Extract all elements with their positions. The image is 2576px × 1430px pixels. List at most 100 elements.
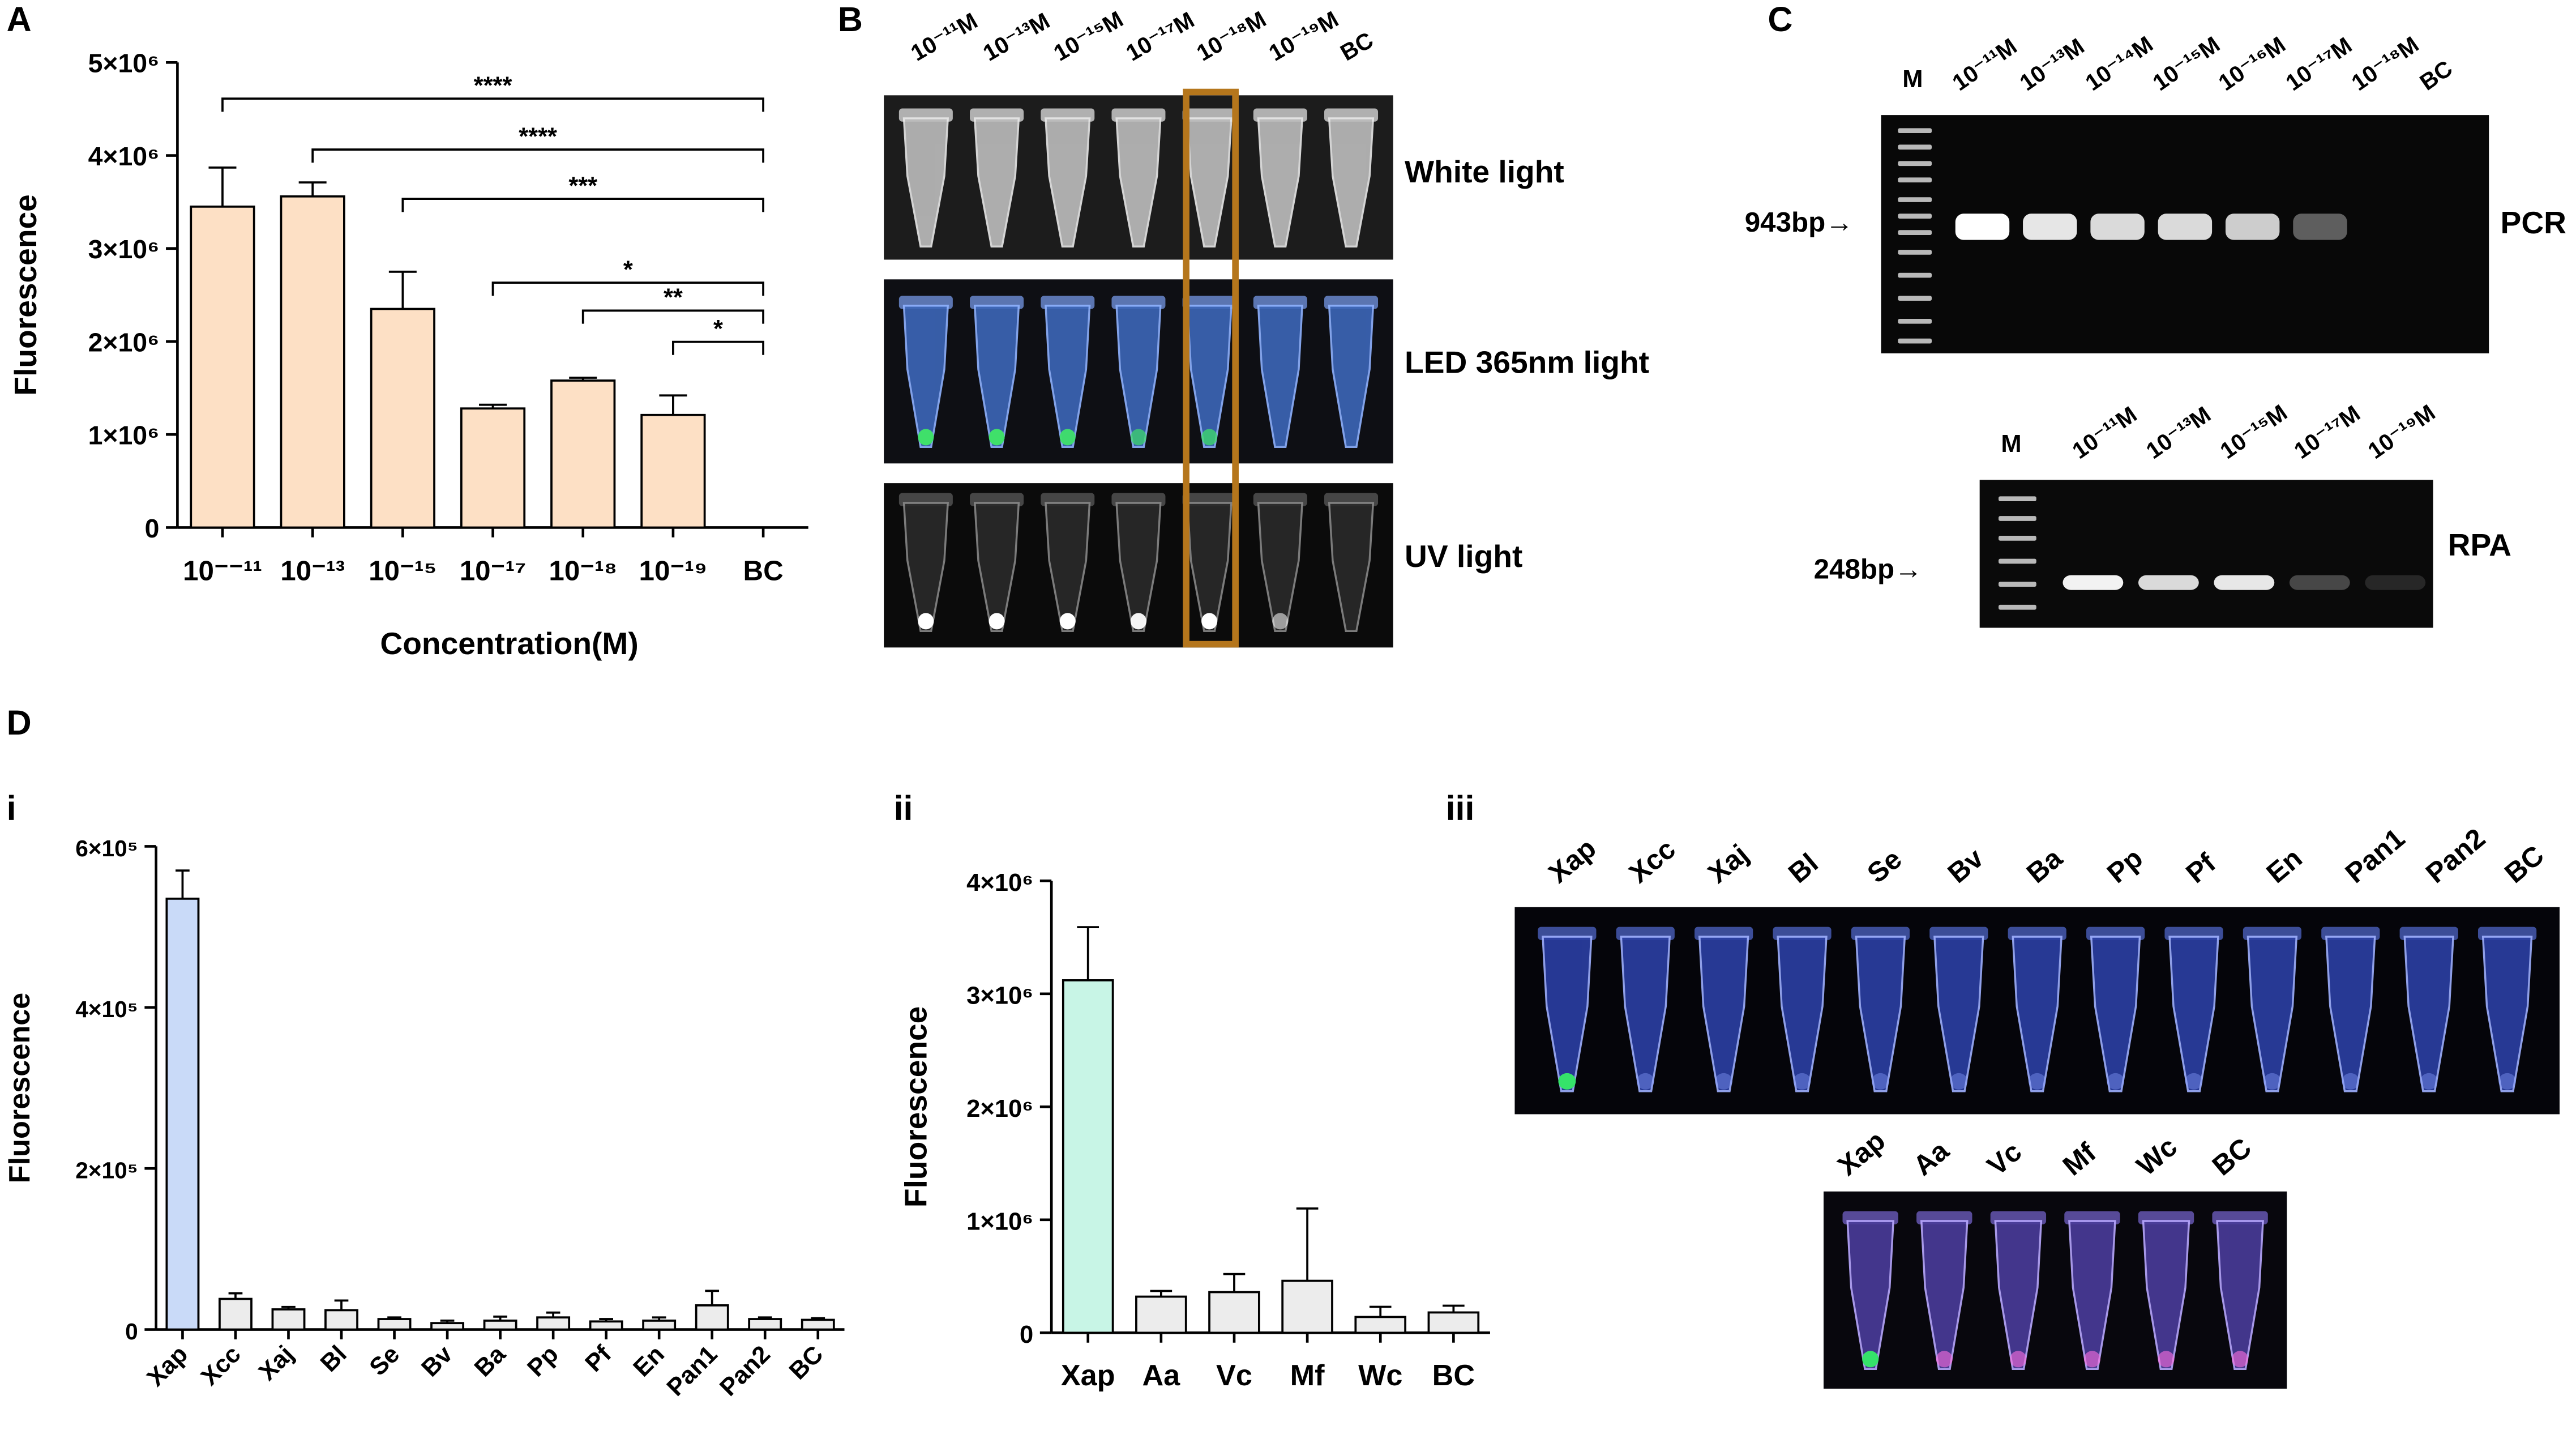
x-tick-label: Vc bbox=[1216, 1359, 1252, 1392]
panel-label-iii: iii bbox=[1445, 790, 1475, 829]
y-axis-label: Fluorescence bbox=[898, 1006, 934, 1207]
ladder-band bbox=[1999, 516, 2036, 521]
lane-label: 10⁻¹⁸M bbox=[2346, 31, 2424, 96]
tube bbox=[2142, 1220, 2190, 1370]
tube-signal bbox=[2107, 1073, 2125, 1090]
tube bbox=[1855, 936, 1906, 1092]
bar bbox=[642, 1320, 677, 1331]
y-tick-label: 5×10⁶ bbox=[88, 49, 160, 78]
tube bbox=[2012, 936, 2062, 1092]
significance-bracket bbox=[401, 198, 764, 212]
bar bbox=[483, 1320, 517, 1331]
sample-label: Pan1 bbox=[2339, 822, 2411, 890]
lane-label: 10⁻¹⁵M bbox=[2146, 31, 2224, 96]
sample-label: Pp bbox=[2100, 842, 2149, 890]
tube-strip bbox=[898, 108, 1379, 248]
sample-label: Wc bbox=[2131, 1131, 2184, 1183]
dna-band bbox=[2225, 214, 2280, 240]
significance-label: **** bbox=[519, 123, 557, 150]
bar bbox=[640, 413, 706, 529]
marker-label: M bbox=[2001, 430, 2022, 459]
ladder-band bbox=[1898, 197, 1932, 202]
row-label-uv-light: UV light bbox=[1405, 540, 1523, 575]
ladder-band bbox=[1898, 177, 1932, 183]
tube bbox=[1328, 117, 1375, 248]
y-tick-label: 2×10⁶ bbox=[966, 1095, 1033, 1122]
x-tick-label: 10⁻⁻¹¹ bbox=[183, 555, 262, 586]
sample-label: Bv bbox=[1941, 842, 1989, 890]
sample-label: Aa bbox=[1906, 1135, 1954, 1183]
tube bbox=[1933, 936, 1984, 1092]
lane-label: 10⁻¹¹M bbox=[2067, 400, 2142, 464]
significance-label: ** bbox=[664, 284, 683, 311]
panel-label-ii: ii bbox=[893, 790, 913, 829]
x-tick-label: BC bbox=[1432, 1359, 1475, 1392]
tube bbox=[1846, 1220, 1895, 1370]
bar bbox=[748, 1318, 782, 1331]
tube-signal bbox=[1636, 1073, 1654, 1090]
tube bbox=[1542, 936, 1593, 1092]
sample-label: BC bbox=[2499, 839, 2551, 890]
concentration-label: 10⁻¹⁷M bbox=[1120, 6, 1198, 66]
concentration-label: 10⁻¹³M bbox=[977, 7, 1054, 66]
sample-label: Xap bbox=[1543, 833, 1602, 890]
ladder-band bbox=[1898, 250, 1932, 255]
ladder-band bbox=[1898, 296, 1932, 301]
dna-band bbox=[2158, 214, 2213, 240]
bar bbox=[190, 205, 255, 529]
tube bbox=[2481, 936, 2533, 1092]
sample-label: BC bbox=[2206, 1132, 2257, 1183]
tube bbox=[1257, 304, 1303, 449]
y-tick-label: 4×10⁵ bbox=[75, 996, 138, 1022]
tube-signal bbox=[1715, 1073, 1733, 1090]
tube-signal bbox=[2185, 1073, 2203, 1090]
tube-signal bbox=[1936, 1351, 1953, 1368]
bar bbox=[377, 1318, 412, 1331]
ladder-band bbox=[1898, 161, 1932, 167]
bar bbox=[1427, 1311, 1480, 1334]
dna-band bbox=[2365, 575, 2426, 590]
x-tick-label: Aa bbox=[1142, 1359, 1180, 1392]
tube bbox=[1186, 502, 1233, 633]
significance-bracket bbox=[221, 97, 764, 112]
significance-bracket bbox=[311, 148, 764, 163]
ladder-band bbox=[1898, 338, 1932, 344]
lane-label: 10⁻¹³M bbox=[2141, 400, 2215, 464]
sample-label: Mf bbox=[2056, 1137, 2102, 1183]
dna-band bbox=[2289, 575, 2350, 590]
tube-signal bbox=[2342, 1073, 2360, 1090]
significance-label: *** bbox=[568, 172, 597, 199]
tube-signal bbox=[989, 613, 1005, 630]
dna-band bbox=[2214, 575, 2275, 590]
y-tick-label: 3×10⁶ bbox=[966, 982, 1033, 1009]
y-tick-label: 0 bbox=[145, 514, 160, 543]
gel-image bbox=[1898, 128, 2347, 344]
tube bbox=[973, 304, 1020, 449]
x-tick-label: 10⁻¹⁸ bbox=[549, 555, 617, 586]
tube-strip bbox=[898, 493, 1379, 633]
ladder-band bbox=[1898, 128, 1932, 134]
tube-strip bbox=[1842, 1211, 2268, 1370]
tube bbox=[2246, 936, 2298, 1092]
pcr-size-label: 943bp→ bbox=[1744, 207, 1854, 238]
tube bbox=[1045, 117, 1091, 248]
ladder-band bbox=[1898, 272, 1932, 278]
bar bbox=[219, 1297, 253, 1331]
x-tick-label: 10⁻¹⁹ bbox=[639, 555, 708, 586]
sample-label: Bl bbox=[1782, 847, 1824, 890]
rpa-size-label: 248bp→ bbox=[1813, 553, 1923, 586]
tube-signal bbox=[1201, 429, 1218, 446]
tube bbox=[1115, 502, 1162, 633]
lane-label: 10⁻¹⁵M bbox=[2215, 399, 2292, 464]
lane-label: 10⁻¹⁴M bbox=[2080, 30, 2158, 96]
panel-label-i: i bbox=[6, 790, 16, 829]
tube-strip bbox=[1538, 927, 2537, 1092]
dna-band bbox=[2090, 214, 2145, 240]
y-tick-label: 4×10⁶ bbox=[88, 142, 160, 171]
x-tick-label: 10⁻¹⁵ bbox=[369, 555, 437, 586]
tube bbox=[1115, 304, 1162, 449]
tube bbox=[1328, 502, 1375, 633]
sample-label: Vc bbox=[1981, 1136, 2028, 1183]
rpa-gel bbox=[1979, 480, 2433, 628]
